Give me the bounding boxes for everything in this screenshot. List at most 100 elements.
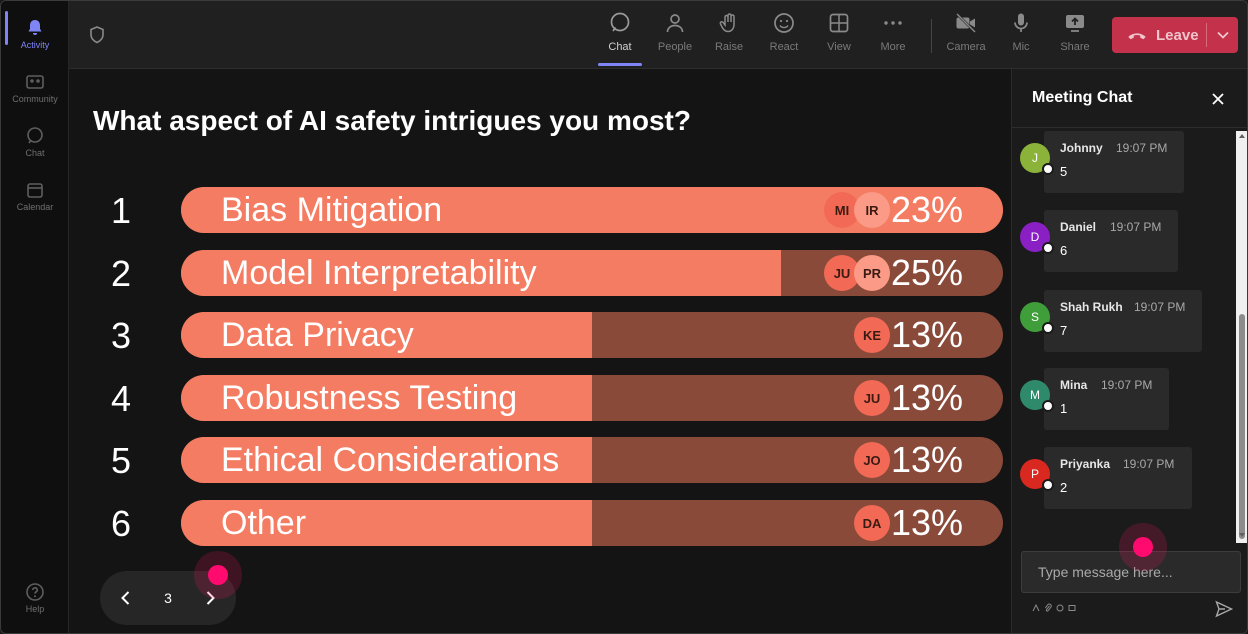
chat-timestamp: 19:07 PM — [1101, 378, 1153, 392]
voter-avatar: JU — [854, 380, 890, 416]
presence-dot — [1042, 479, 1054, 491]
close-icon[interactable] — [1208, 89, 1228, 109]
chat-sender-name: Priyanka — [1060, 457, 1111, 471]
hand-icon — [719, 13, 735, 33]
chat-message-bubble: Priyanka 19:07 PM 2 — [1044, 447, 1192, 509]
poll-option-fill — [181, 375, 592, 421]
more-button-label: More — [880, 41, 906, 53]
more-button[interactable]: More — [868, 11, 918, 63]
chat-message-text: 6 — [1060, 243, 1068, 258]
poll-option-row: 1 Bias Mitigation MI IR 23% — [69, 187, 1011, 235]
camera-button-label: Camera — [946, 41, 986, 53]
pointer-highlight — [1133, 537, 1153, 557]
scroll-down-arrow-icon[interactable] — [1238, 531, 1246, 539]
people-button-label: People — [657, 41, 693, 53]
poll-option-bar: Bias Mitigation MI IR 23% — [181, 187, 1003, 233]
poll-results-stage: What aspect of AI safety intrigues you m… — [69, 69, 1011, 633]
pointer-highlight — [208, 565, 228, 585]
chat-timestamp: 19:07 PM — [1116, 141, 1168, 155]
chat-sender-name: Johnny — [1060, 141, 1103, 155]
poll-option-label: Bias Mitigation — [221, 191, 443, 229]
poll-option-number: 4 — [110, 378, 132, 419]
poll-option-row: 5 Ethical Considerations JO 13% — [69, 437, 1011, 485]
poll-option-percent: 23% — [890, 189, 963, 230]
poll-option-fill — [181, 312, 592, 358]
grid-view-icon — [829, 13, 849, 33]
chat-timestamp: 19:07 PM — [1110, 220, 1162, 234]
people-icon — [666, 14, 684, 33]
voter-avatar: JO — [854, 442, 890, 478]
rail-item-calendar[interactable]: Calendar — [1, 171, 69, 221]
toolbar-divider — [931, 19, 932, 53]
calendar-icon — [27, 183, 43, 198]
rail-item-label: Chat — [25, 148, 45, 158]
poll-option-bar: Other DA 13% — [181, 500, 1003, 546]
left-rail: Activity Community Chat Calendar Help — [1, 1, 69, 633]
bell-icon — [28, 20, 42, 35]
rail-active-indicator — [5, 11, 8, 45]
poll-option-label: Data Privacy — [221, 316, 414, 354]
view-button[interactable]: View — [814, 11, 864, 63]
chat-message-text: 1 — [1060, 401, 1068, 416]
rail-item-activity[interactable]: Activity — [1, 9, 69, 59]
emoji-icon[interactable] — [1056, 603, 1064, 613]
rail-item-chat[interactable]: Chat — [1, 117, 69, 167]
more-dots-icon — [884, 21, 902, 25]
chat-sender-name: Mina — [1060, 378, 1088, 392]
poll-option-label: Ethical Considerations — [221, 441, 560, 479]
poll-option-fill — [181, 250, 782, 296]
rail-item-help[interactable]: Help — [1, 573, 69, 623]
poll-option-number: 6 — [110, 503, 132, 544]
poll-option-number: 5 — [110, 440, 132, 481]
chat-format-toolbar — [1032, 603, 1076, 615]
poll-option-percent: 13% — [890, 502, 963, 543]
poll-option-label: Robustness Testing — [221, 379, 518, 417]
poll-option-percent: 25% — [890, 252, 963, 293]
rail-item-community[interactable]: Community — [1, 63, 69, 113]
attach-icon[interactable] — [1044, 603, 1052, 613]
mic-button[interactable]: Mic — [996, 11, 1046, 63]
presence-dot — [1042, 400, 1054, 412]
meeting-chat-panel: Meeting Chat Johnny 19:07 PM 5 J Daniel 19:07… — [1011, 69, 1247, 633]
chat-button-label: Chat — [608, 41, 632, 53]
mic-icon — [1014, 13, 1028, 32]
format-text-icon[interactable] — [1032, 603, 1040, 613]
raise-hand-button[interactable]: Raise — [704, 11, 754, 63]
people-button[interactable]: People — [650, 11, 700, 63]
raise-hand-label: Raise — [714, 41, 744, 53]
chat-timestamp: 19:07 PM — [1123, 457, 1175, 471]
chevron-down-icon[interactable] — [1213, 25, 1233, 45]
chat-scrollbar-thumb[interactable] — [1239, 314, 1245, 539]
page-number: 3 — [164, 590, 172, 606]
leave-split-divider — [1206, 23, 1207, 47]
poll-option-percent: 13% — [890, 377, 963, 418]
chat-icon — [610, 12, 630, 32]
chevron-right-icon[interactable] — [198, 586, 222, 610]
rail-item-label: Help — [25, 604, 45, 614]
meeting-toolbar: Chat People Raise React View More Camera — [69, 1, 1247, 69]
gif-icon[interactable] — [1068, 603, 1076, 613]
poll-option-bar: Ethical Considerations JO 13% — [181, 437, 1003, 483]
leave-button[interactable]: Leave — [1112, 17, 1238, 53]
rail-item-label: Activity — [20, 40, 50, 50]
poll-option-bar: Model Interpretability JU PR 25% — [181, 250, 1003, 296]
chat-message-input[interactable] — [1021, 551, 1241, 593]
send-icon[interactable] — [1214, 599, 1234, 619]
camera-off-icon — [956, 13, 976, 33]
poll-option-fill — [181, 437, 592, 483]
react-button-label: React — [769, 41, 799, 53]
voter-avatar: DA — [854, 505, 890, 541]
chat-button[interactable]: Chat — [595, 11, 645, 63]
voter-avatar: IR — [854, 192, 890, 228]
mic-button-label: Mic — [1012, 41, 1030, 53]
poll-option-row: 4 Robustness Testing JU 13% — [69, 375, 1011, 423]
scroll-up-arrow-icon[interactable] — [1238, 132, 1246, 140]
chevron-left-icon[interactable] — [114, 586, 138, 610]
camera-button[interactable]: Camera — [941, 11, 991, 63]
presence-dot — [1042, 322, 1054, 334]
chat-message-bubble: Johnny 19:07 PM 5 — [1044, 131, 1184, 193]
share-button[interactable]: Share — [1050, 11, 1100, 63]
chat-message-bubble: Daniel 19:07 PM 6 — [1044, 210, 1178, 272]
react-button[interactable]: React — [759, 11, 809, 63]
shield-icon[interactable] — [87, 25, 107, 45]
